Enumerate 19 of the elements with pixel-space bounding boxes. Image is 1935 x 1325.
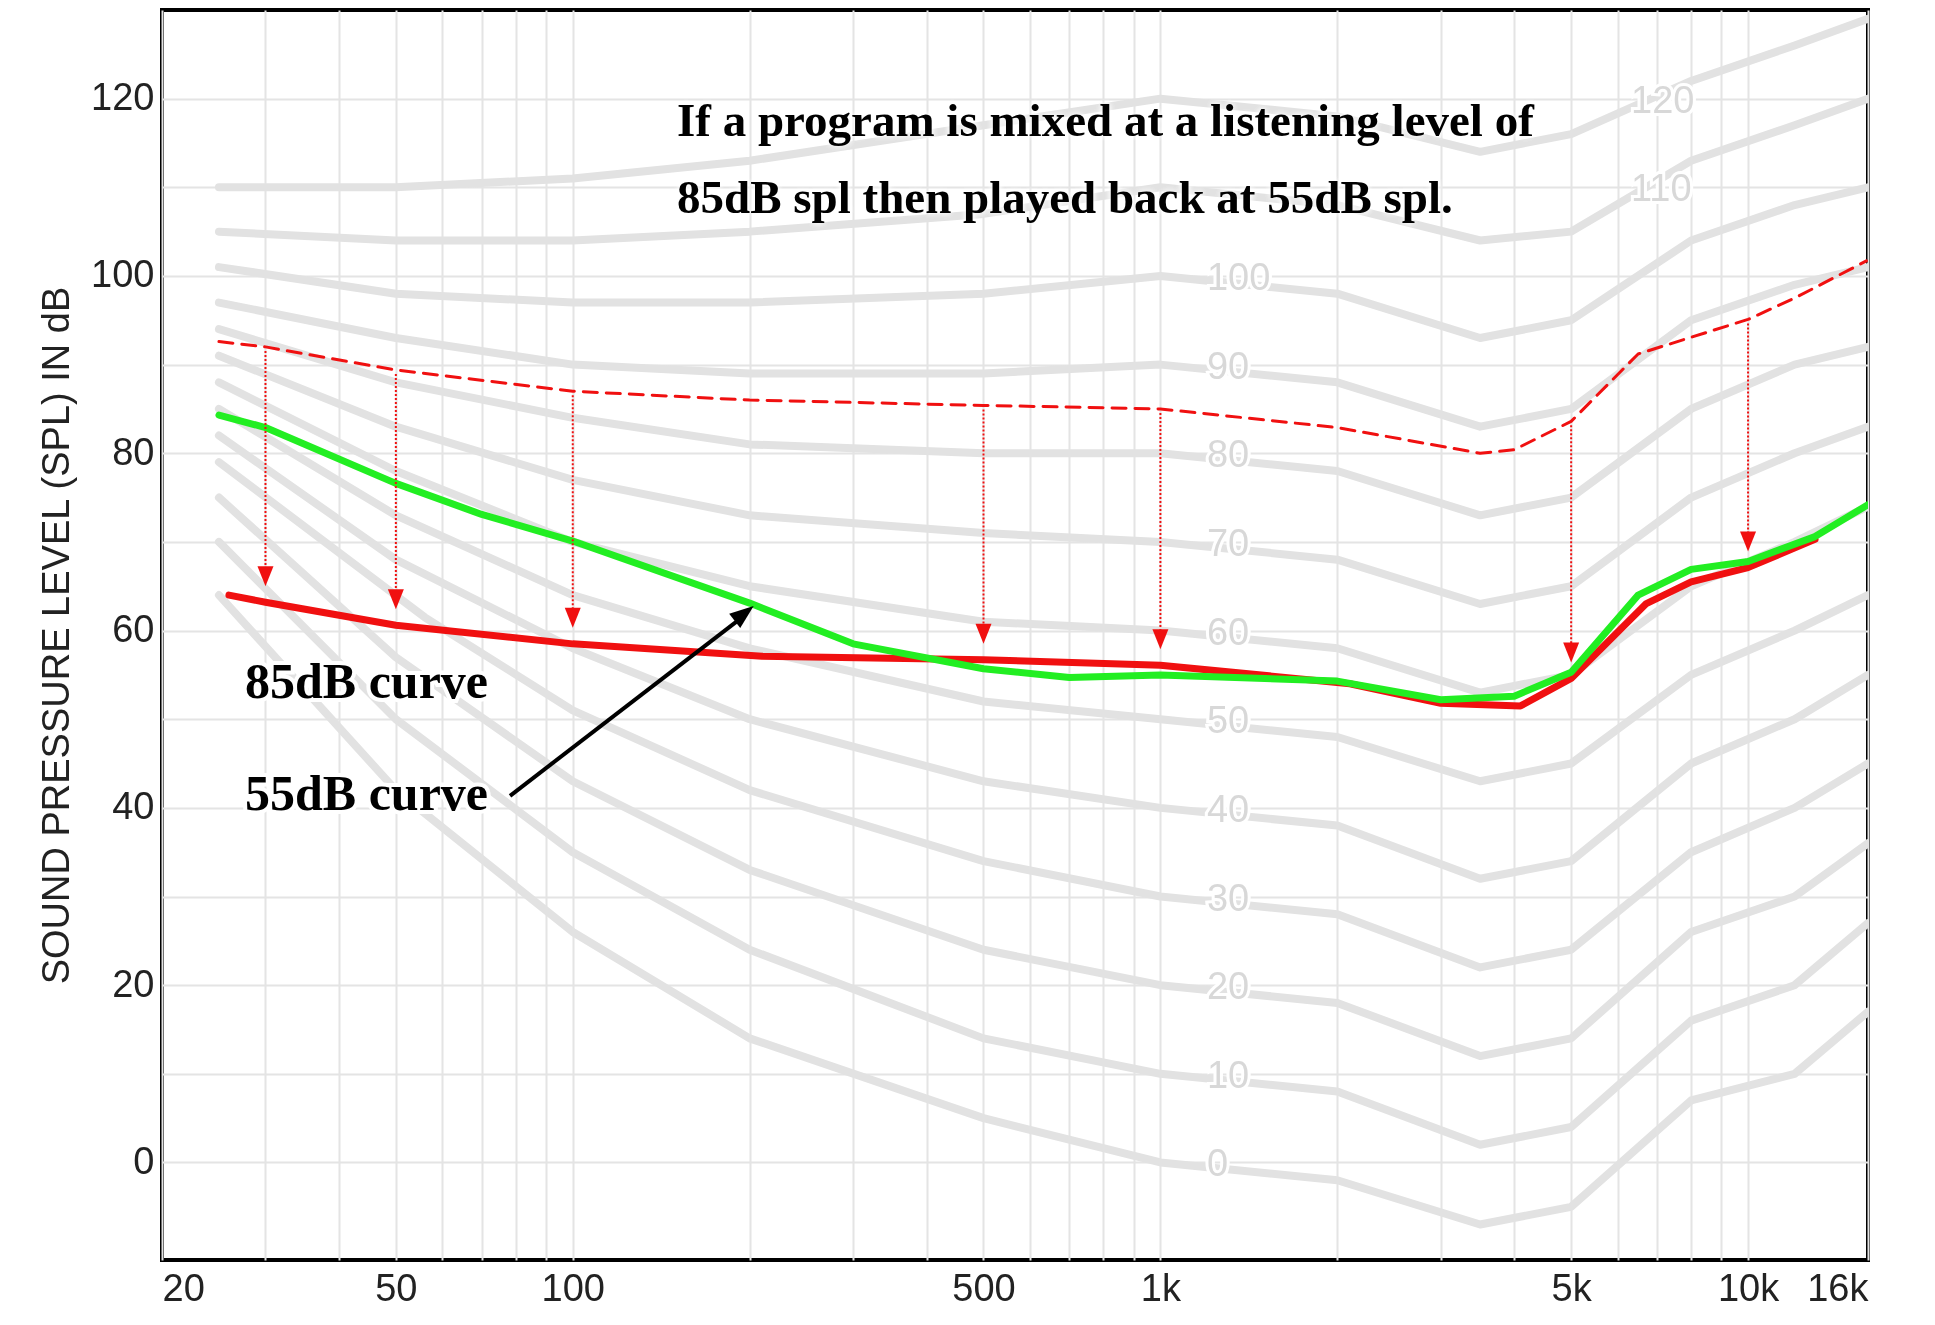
x-tick-label: 500	[952, 1266, 1016, 1309]
x-tick-label: 100	[541, 1266, 605, 1309]
y-tick-label: 100	[91, 253, 155, 296]
x-tick-label: 1k	[1140, 1266, 1182, 1309]
x-tick-label: 16k	[1807, 1266, 1870, 1309]
y-tick-label: 40	[112, 785, 155, 828]
y-axis-title: SOUND PRESSURE LEVEL (SPL) IN dB	[35, 286, 78, 985]
text: 55dB curve	[245, 765, 489, 821]
y-tick-label: 120	[91, 76, 155, 119]
legend-label: 85dB curve	[245, 653, 489, 709]
y-tick-label: 60	[112, 608, 155, 651]
y-tick-label: 20	[112, 962, 155, 1005]
y-tick-label: 0	[133, 1139, 155, 1182]
annotation: If a program is mixed at a listening level of 85dB spl then played back at 55dB spl.	[677, 93, 1536, 225]
x-tick-label: 50	[375, 1266, 418, 1309]
x-tick-label: 10k	[1717, 1266, 1781, 1309]
y-tick-label: 80	[112, 430, 155, 473]
x-tick-label: 20	[162, 1266, 205, 1309]
x-tick-label: 5k	[1551, 1266, 1593, 1309]
